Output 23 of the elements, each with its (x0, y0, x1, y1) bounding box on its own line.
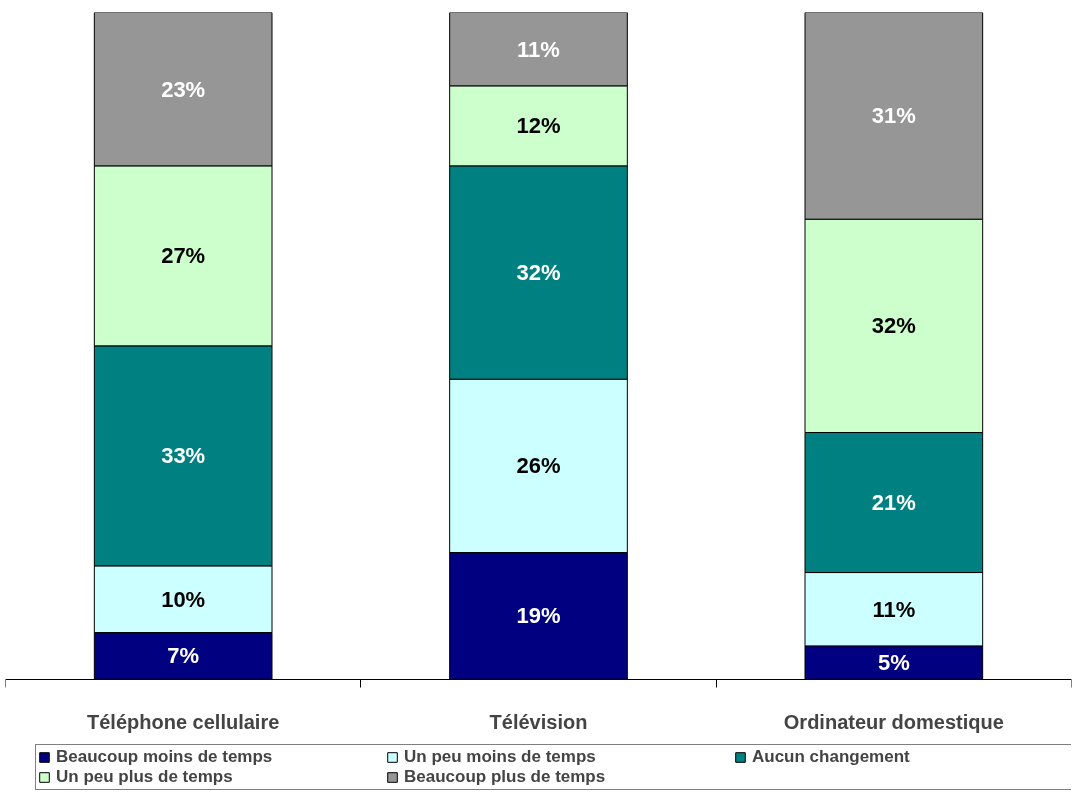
data-label: 19% (516, 603, 561, 629)
data-label: 12% (516, 113, 561, 139)
x-tick-label: Téléphone cellulaire (87, 711, 280, 734)
data-label: 5% (877, 650, 910, 676)
data-label: 33% (161, 443, 206, 469)
data-label: 10% (161, 586, 206, 612)
legend-label: Un peu plus de temps (56, 767, 234, 787)
data-label: 23% (161, 76, 206, 102)
data-label: 27% (161, 243, 206, 269)
data-label: 26% (516, 453, 561, 479)
data-label: 21% (871, 490, 916, 516)
data-label: 11% (872, 596, 916, 622)
legend-label: Aucun changement (752, 747, 911, 767)
data-label: 32% (516, 260, 561, 286)
data-label: 11% (517, 36, 560, 62)
x-tick-label: Télévision (489, 711, 588, 734)
legend-label: Un peu moins de temps (404, 747, 597, 767)
data-label: 32% (871, 313, 916, 339)
x-tick-label: Ordinateur domestique (783, 711, 1004, 734)
data-label: 7% (167, 643, 200, 669)
legend-label: Beaucoup plus de temps (404, 767, 607, 787)
legend-label: Beaucoup moins de temps (56, 747, 274, 767)
data-label: 31% (871, 103, 916, 129)
